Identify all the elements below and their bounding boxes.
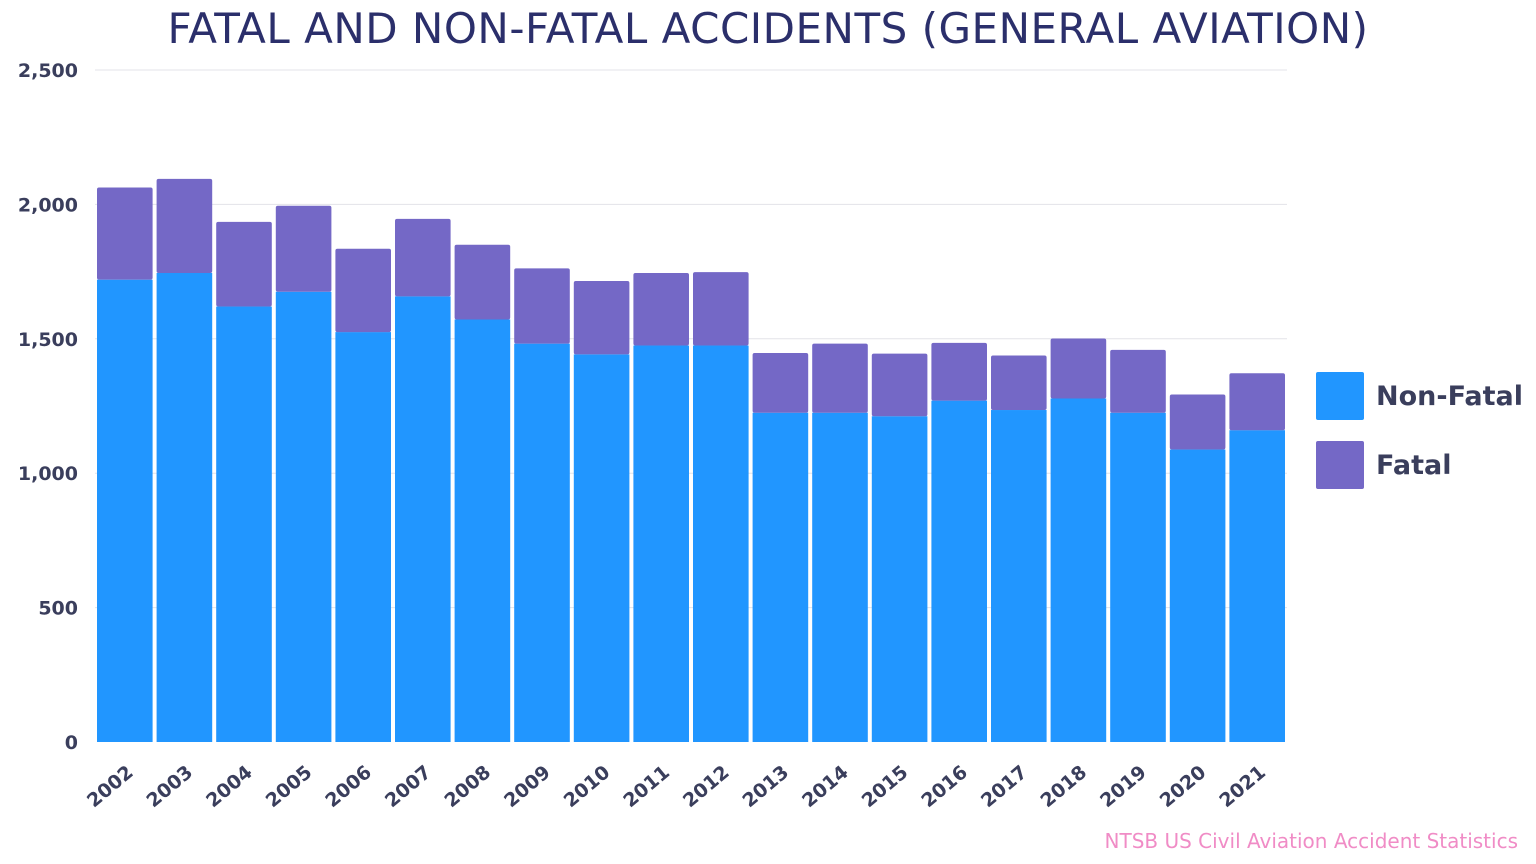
legend-label-non-fatal: Non-Fatal	[1376, 380, 1524, 412]
bar-non-fatal-2014	[812, 412, 868, 742]
legend-item-fatal: Fatal	[1316, 441, 1451, 489]
x-tick-label-2017: 2017	[977, 761, 1032, 812]
bar-non-fatal-2013	[752, 412, 809, 742]
bar-non-fatal-2002	[97, 279, 153, 742]
bar-fatal-2013	[752, 353, 809, 413]
x-tick-label-2012: 2012	[679, 761, 734, 812]
bar-fatal-2016	[931, 342, 987, 401]
bar-non-fatal-2020	[1169, 449, 1226, 742]
bar-fatal-2015	[871, 353, 928, 417]
bar-non-fatal-2006	[335, 332, 391, 742]
x-tick-label-2015: 2015	[858, 761, 913, 812]
bar-fatal-2012	[693, 272, 749, 346]
bar-non-fatal-2005	[275, 291, 332, 742]
bar-non-fatal-2011	[633, 345, 689, 742]
gridlines	[95, 69, 1287, 609]
legend-swatch-fatal	[1316, 441, 1364, 489]
bar-fatal-2008	[454, 244, 511, 320]
x-tick-label-2013: 2013	[738, 761, 793, 812]
y-tick-label-1000: 1,000	[18, 463, 78, 485]
legend-item-non-fatal: Non-Fatal	[1316, 372, 1523, 420]
x-tick-label-2011: 2011	[619, 761, 674, 812]
bar-fatal-2004	[216, 221, 272, 307]
bar-non-fatal-2010	[573, 354, 630, 742]
bar-non-fatal-2008	[454, 319, 511, 742]
chart-title: FATAL AND NON-FATAL ACCIDENTS (GENERAL A…	[167, 4, 1369, 53]
bar-fatal-2002	[97, 187, 153, 280]
x-axis-ticks: 2002 2003 2004 2005 2006 2007 2008 2009 2010 2011…	[83, 761, 1270, 812]
x-tick-label-2014: 2014	[798, 761, 853, 812]
bar-non-fatal-2009	[514, 343, 570, 742]
y-tick-label-0: 0	[65, 732, 78, 754]
bar-fatal-2017	[991, 355, 1047, 411]
bar-fatal-2018	[1050, 338, 1107, 399]
bar-fatal-2007	[395, 218, 451, 297]
bars	[97, 178, 1285, 742]
x-tick-label-2002: 2002	[83, 761, 138, 812]
x-tick-label-2009: 2009	[500, 761, 555, 812]
bar-non-fatal-2015	[871, 416, 928, 742]
bar-non-fatal-2004	[216, 306, 272, 742]
y-axis-ticks: 0 500 1,000 1,500 2,000 2,500	[18, 60, 78, 754]
legend-label-fatal: Fatal	[1376, 449, 1452, 481]
bar-non-fatal-2003	[156, 272, 213, 742]
bar-non-fatal-2019	[1110, 412, 1166, 742]
bar-non-fatal-2017	[991, 410, 1047, 742]
x-tick-label-2016: 2016	[917, 761, 972, 812]
bar-fatal-2003	[156, 178, 213, 273]
y-tick-label-2000: 2,000	[18, 194, 78, 216]
bar-non-fatal-2016	[931, 400, 987, 742]
bar-fatal-2011	[633, 272, 689, 346]
x-tick-label-2021: 2021	[1215, 761, 1270, 812]
legend-swatch-non-fatal	[1316, 372, 1364, 420]
bar-fatal-2014	[812, 343, 868, 413]
x-tick-label-2019: 2019	[1096, 761, 1151, 812]
x-tick-label-2020: 2020	[1156, 761, 1211, 812]
y-tick-label-2500: 2,500	[18, 60, 78, 82]
x-tick-label-2004: 2004	[202, 761, 257, 812]
bar-fatal-2005	[275, 205, 332, 292]
x-tick-label-2008: 2008	[440, 761, 495, 812]
x-tick-label-2003: 2003	[142, 761, 197, 812]
y-tick-label-1500: 1,500	[18, 329, 78, 351]
bar-fatal-2021	[1229, 373, 1285, 431]
x-tick-label-2007: 2007	[381, 761, 436, 812]
bar-non-fatal-2018	[1050, 398, 1107, 742]
bar-fatal-2009	[514, 268, 570, 344]
y-tick-label-500: 500	[38, 598, 78, 620]
x-tick-label-2018: 2018	[1036, 761, 1091, 812]
bar-fatal-2006	[335, 248, 391, 333]
x-tick-label-2006: 2006	[321, 761, 376, 812]
bar-non-fatal-2021	[1229, 430, 1285, 742]
bar-non-fatal-2007	[395, 296, 451, 742]
bar-fatal-2010	[573, 281, 630, 355]
bar-fatal-2020	[1169, 394, 1226, 450]
x-tick-label-2005: 2005	[262, 761, 317, 812]
x-tick-label-2010: 2010	[560, 761, 615, 812]
bar-fatal-2019	[1110, 349, 1166, 413]
source-note: NTSB US Civil Aviation Accident Statisti…	[1104, 829, 1518, 853]
bar-non-fatal-2012	[693, 345, 749, 742]
